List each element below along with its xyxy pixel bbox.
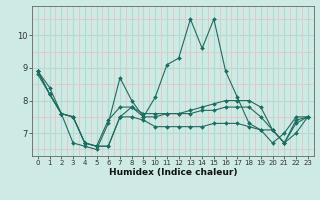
X-axis label: Humidex (Indice chaleur): Humidex (Indice chaleur)	[108, 168, 237, 177]
